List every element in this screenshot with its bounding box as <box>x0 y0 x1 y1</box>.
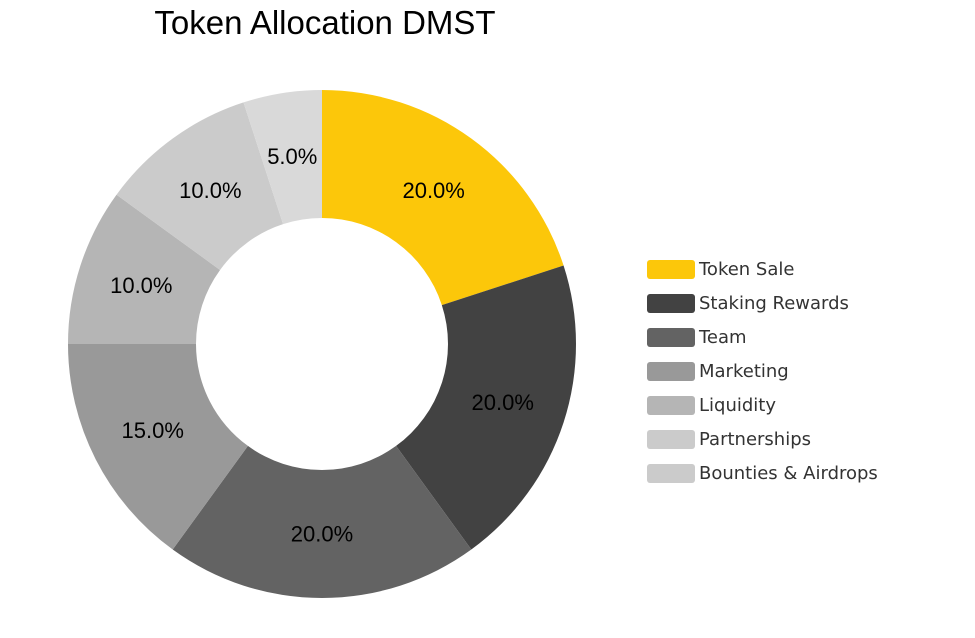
legend-item: Bounties & Airdrops <box>647 456 878 490</box>
legend-label: Liquidity <box>699 394 777 416</box>
legend-label: Token Sale <box>699 258 795 280</box>
slice-token-sale <box>322 90 564 306</box>
legend-item: Team <box>647 320 878 354</box>
chart-title: Token Allocation DMST <box>154 4 496 41</box>
data-label: 20.0% <box>402 178 464 203</box>
legend-label: Marketing <box>699 360 789 382</box>
legend-item: Marketing <box>647 354 878 388</box>
slice-liquidity <box>68 194 221 344</box>
legend-swatch <box>647 327 695 347</box>
legend-swatch <box>647 395 695 415</box>
legend-item: Liquidity <box>647 388 878 422</box>
legend-item: Token Sale <box>647 252 878 286</box>
slice-bounties-airdrops <box>243 90 322 225</box>
legend-swatch <box>647 259 695 279</box>
slice-team <box>172 445 472 599</box>
data-label: 20.0% <box>472 390 534 415</box>
donut-chart: 20.0% 20.0% 20.0% 15.0% 10.0% 10.0% 5.0% <box>67 90 576 599</box>
slice-marketing <box>67 344 248 550</box>
legend-swatch <box>647 429 695 449</box>
legend-swatch <box>647 293 695 313</box>
legend-swatch <box>647 361 695 381</box>
legend-swatch <box>647 463 695 483</box>
slice-staking-rewards <box>396 265 576 550</box>
data-label: 20.0% <box>291 522 353 547</box>
legend-label: Team <box>699 326 747 348</box>
legend-label: Bounties & Airdrops <box>699 462 878 484</box>
chart-legend: Token Sale Staking Rewards Team Marketing Li… <box>647 252 878 490</box>
legend-label: Staking Rewards <box>699 292 849 314</box>
slice-partnerships <box>116 102 284 270</box>
data-label: 10.0% <box>179 178 241 203</box>
legend-item: Staking Rewards <box>647 286 878 320</box>
data-label: 10.0% <box>110 273 172 298</box>
legend-label: Partnerships <box>699 428 812 450</box>
data-label: 15.0% <box>122 418 184 443</box>
data-label: 5.0% <box>267 144 317 169</box>
legend-item: Partnerships <box>647 422 878 456</box>
